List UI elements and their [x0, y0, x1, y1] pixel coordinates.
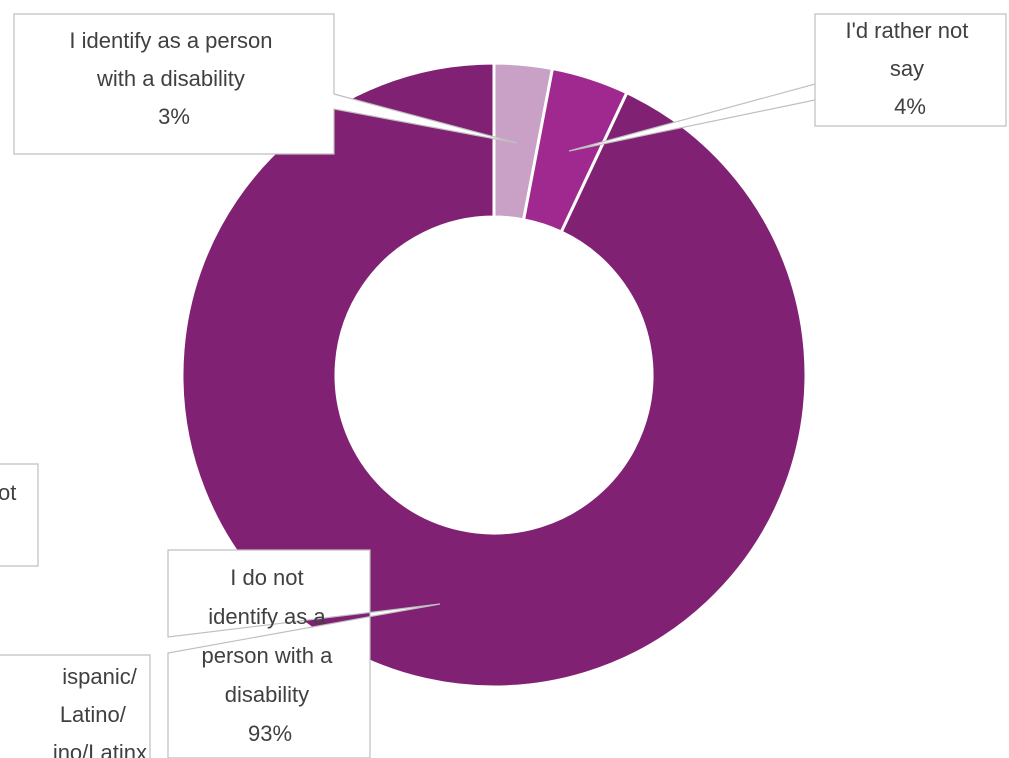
callout-no-disability-line2: identify as a: [208, 604, 326, 629]
callout-rather-not-say-box: [568, 13, 1007, 152]
callout-no-disability-line3: person with a: [202, 643, 334, 668]
clipped-callout-top-line1: ot: [0, 480, 16, 505]
clipped-callout-bottom-line3: ino/Latinx: [53, 740, 147, 758]
callout-rather-not-say-line2: say: [890, 56, 924, 81]
callout-disability-label: I identify as a person with a disability…: [69, 28, 278, 129]
callout-no-disability: I do not identify as a person with a dis…: [167, 549, 441, 758]
clipped-callout-bottom-box: [0, 654, 151, 758]
callout-no-disability-value: 93%: [248, 721, 292, 746]
clipped-callout-top: ot: [0, 463, 39, 567]
callout-disability-line2: with a disability: [96, 66, 245, 91]
clipped-callout-top-label: ot: [0, 480, 16, 505]
callout-disability-line1: I identify as a person: [69, 28, 272, 53]
callout-rather-not-say-value: 4%: [894, 94, 926, 119]
callout-disability-value: 3%: [158, 104, 190, 129]
callout-no-disability-line4: disability: [225, 682, 309, 707]
clipped-callout-bottom: ispanic/ Latino/ ino/Latinx: [0, 654, 151, 758]
callout-no-disability-line1: I do not: [230, 565, 303, 590]
clipped-callout-bottom-label: ispanic/ Latino/ ino/Latinx: [53, 664, 147, 758]
callout-rather-not-say-line1: I'd rather not: [846, 18, 969, 43]
callout-disability-box: [13, 13, 518, 155]
clipped-callout-top-box: [0, 463, 39, 567]
clipped-callout-bottom-line1: ispanic/: [62, 664, 137, 689]
callout-no-disability-outline: [167, 549, 441, 758]
clipped-callout-bottom-line2: Latino/: [60, 702, 127, 727]
callout-no-disability-label: I do not identify as a person with a dis…: [202, 565, 339, 746]
callout-rather-not-say: I'd rather not say 4%: [568, 13, 1007, 152]
callout-rather-not-say-label: I'd rather not say 4%: [846, 18, 975, 119]
callout-disability: I identify as a person with a disability…: [13, 13, 518, 155]
